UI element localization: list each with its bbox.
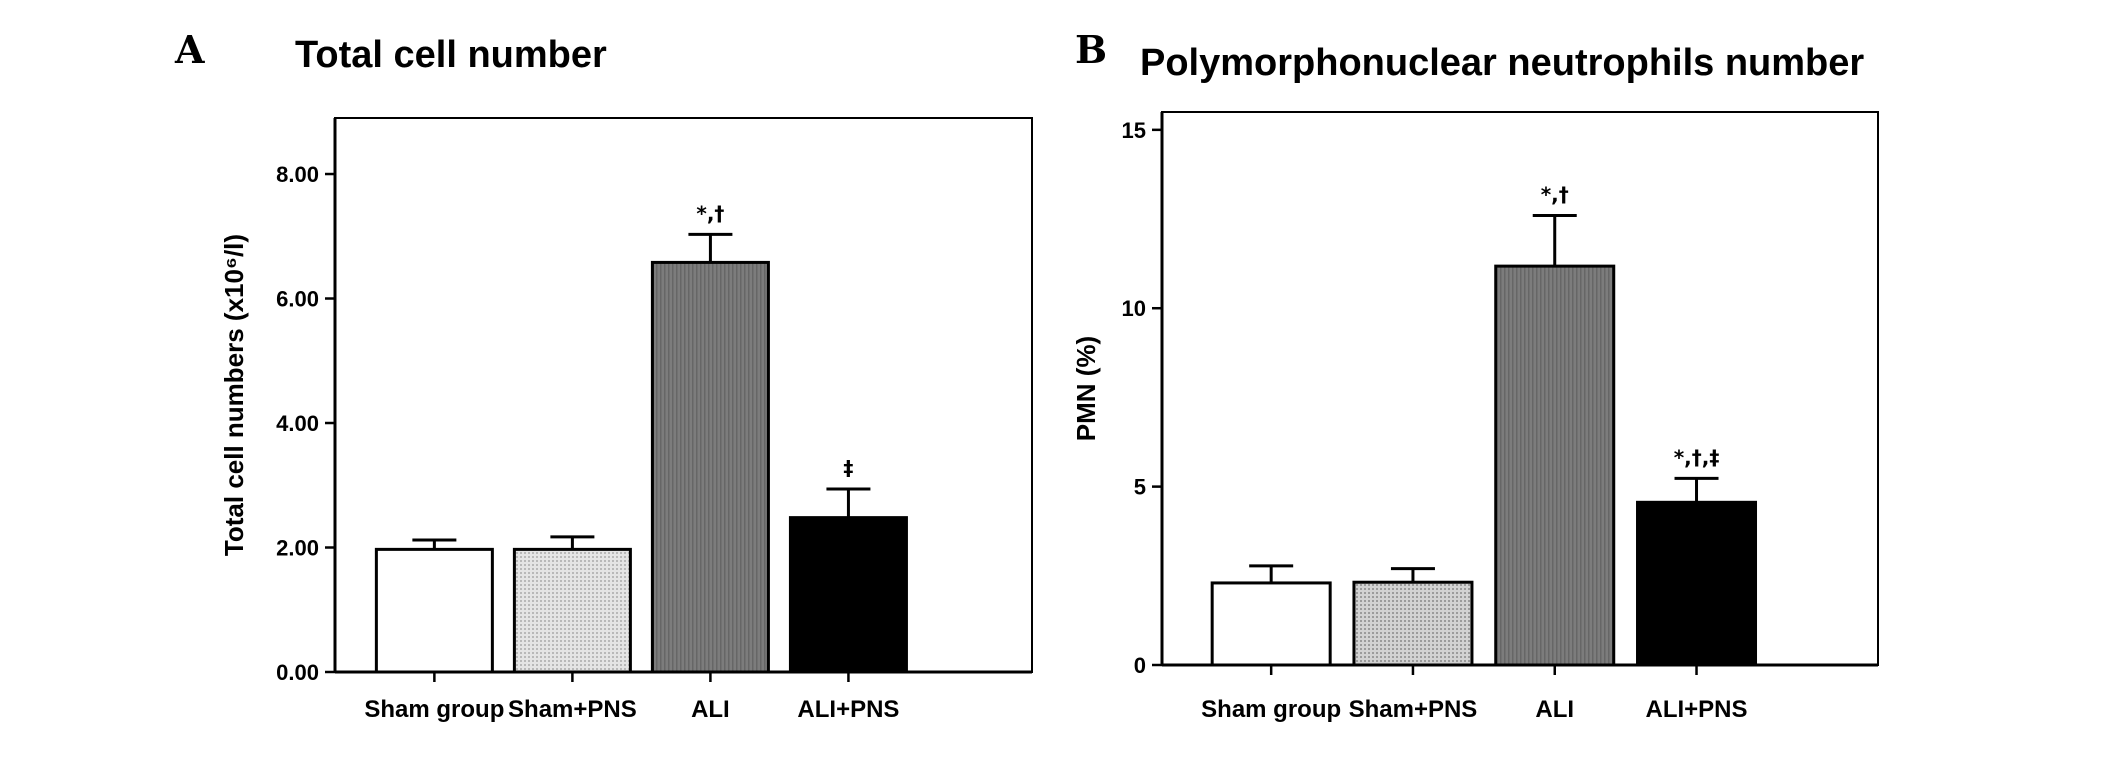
- y-tick-label: 8.00: [276, 162, 319, 187]
- bar-3: [1494, 264, 1616, 667]
- significance-label: ‡: [843, 456, 853, 480]
- bar-4: [788, 516, 908, 674]
- category-label: Sham+PNS: [508, 696, 637, 723]
- category-label: ALI: [691, 696, 730, 723]
- significance-label: *,†: [696, 201, 724, 225]
- category-label: Sham group: [364, 696, 504, 723]
- significance-label: *,†,‡: [1674, 445, 1720, 469]
- y-tick-label: 5: [1134, 475, 1146, 500]
- chart-title-a: Total cell number: [295, 34, 607, 76]
- y-tick-label: 0: [1134, 653, 1146, 678]
- y-tick-label: 4.00: [276, 411, 319, 436]
- category-label: ALI: [1535, 696, 1574, 723]
- plot-area-b: 0 5 10 15 PMN (%) Sham group Sham+PNS *,† ALI *,†…: [1071, 111, 1879, 723]
- plot-area-a: 0.00 2.00 4.00 6.00 8.00 Total cell numbers (…: [219, 117, 1033, 723]
- category-label: Sham+PNS: [1349, 696, 1478, 723]
- bar-2: [1352, 580, 1474, 667]
- bar-3: [650, 260, 770, 674]
- y-tick-label: 0.00: [276, 660, 319, 685]
- chart-panel-a: A Total cell number 0.00 2.00 4.00 6.00 8.00…: [174, 27, 1033, 723]
- y-tick-label: 15: [1122, 118, 1146, 143]
- panel-letter-b: B: [1075, 27, 1107, 72]
- significance-label: *,†: [1541, 182, 1569, 206]
- chart-panel-b: B Polymorphonuclear neutrophils number 0…: [1071, 27, 1879, 723]
- y-tick-label: 10: [1122, 296, 1146, 321]
- y-axis-label: Total cell numbers (x10⁶/l): [219, 234, 249, 556]
- category-label: ALI+PNS: [1646, 696, 1748, 723]
- panel-letter-a: A: [174, 27, 205, 72]
- bar-2: [512, 547, 632, 674]
- bar-1: [1210, 581, 1332, 667]
- bar-4: [1636, 500, 1758, 667]
- category-label: ALI+PNS: [797, 696, 899, 723]
- chart-title-b: Polymorphonuclear neutrophils number: [1140, 42, 1864, 84]
- y-tick-label: 6.00: [276, 287, 319, 312]
- bar-1: [374, 547, 494, 674]
- y-tick-label: 2.00: [276, 536, 319, 561]
- category-label: Sham group: [1201, 696, 1341, 723]
- y-axis-label: PMN (%): [1071, 336, 1101, 441]
